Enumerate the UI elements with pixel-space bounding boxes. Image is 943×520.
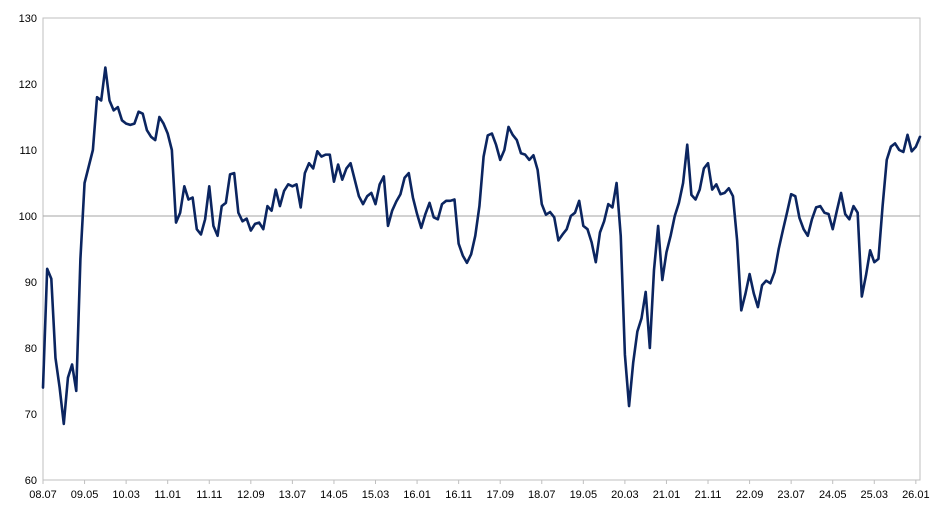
y-tick-label: 110	[19, 145, 37, 157]
x-tick-label: 09.05	[71, 489, 99, 501]
x-tick-label: 24.05	[819, 489, 847, 501]
y-tick-label: 60	[25, 475, 37, 487]
x-tick-label: 21.01	[653, 489, 681, 501]
series-line	[41, 66, 922, 426]
x-tick-label: 20.03	[611, 489, 639, 501]
y-axis-ticks: 60 70 80 90 100 110 120 130	[19, 13, 37, 487]
x-tick-label: 18.07	[528, 489, 556, 501]
x-tick-label: 11.11	[196, 489, 222, 501]
y-tick-label: 70	[25, 409, 37, 421]
y-tick-label: 100	[19, 211, 37, 223]
x-tick-label: 15.03	[362, 489, 390, 501]
x-tick-label: 16.11	[445, 489, 472, 501]
x-tick-label: 23.07	[777, 489, 805, 501]
x-tick-label: 17.09	[486, 489, 514, 501]
y-tick-label: 120	[19, 79, 37, 91]
y-tick-label: 80	[25, 343, 37, 355]
y-tick-label: 90	[25, 277, 37, 289]
series-layer	[41, 66, 922, 426]
x-tick-label: 12.09	[237, 489, 265, 501]
x-tick-label: 21.11	[695, 489, 722, 501]
plot-area-frame	[42, 17, 921, 481]
x-tick-label: 22.09	[736, 489, 764, 501]
x-tick-label: 25.03	[861, 489, 889, 501]
x-tick-label: 19.05	[570, 489, 598, 501]
x-tick-label: 16.01	[403, 489, 431, 501]
x-axis-ticks: 08.07 09.05 10.03 11.01 11.11 12.09 13.07 14.05…	[29, 480, 930, 501]
x-tick-label: 11.01	[154, 489, 181, 501]
y-tick-label: 130	[19, 13, 37, 25]
x-tick-label: 10.03	[112, 489, 140, 501]
x-tick-label: 14.05	[320, 489, 348, 501]
x-tick-label: 08.07	[29, 489, 57, 501]
x-tick-label: 26.01	[902, 489, 930, 501]
x-tick-label: 13.07	[279, 489, 307, 501]
